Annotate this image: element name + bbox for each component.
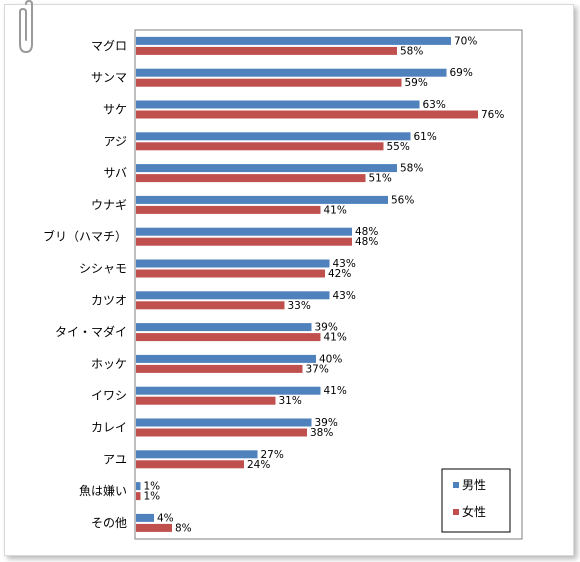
legend-label-female: 女性 [462,504,486,519]
data-label-female: 48% [355,236,378,248]
data-label-male: 40% [319,353,342,365]
data-label-male: 69% [450,67,473,79]
bar-male [136,100,420,109]
category-label: カレイ [91,421,127,435]
data-label-female: 55% [387,141,410,153]
bar-male [136,227,352,236]
data-label-female: 42% [328,268,351,280]
data-label-male: 63% [423,99,446,111]
legend-swatch-male [453,482,459,488]
data-label-male: 1% [144,481,161,493]
bar-female [136,110,478,119]
bar-male [136,291,330,300]
legend-swatch-female [453,509,459,515]
bar-female [136,301,285,310]
paperclip-icon [19,0,33,54]
category-label: アユ [103,452,127,466]
legend-label-male: 男性 [462,478,486,492]
legend: 男性 女性 [441,468,511,533]
bar-male [136,482,141,491]
category-label: サンマ [91,71,127,85]
bar-female [136,205,321,214]
data-label-female: 41% [324,332,347,344]
bar-male [136,132,411,141]
bar-female [136,142,384,151]
bar-female [136,460,244,469]
category-label: ウナギ [91,198,127,212]
bar-male [136,418,312,427]
data-label-female: 1% [144,491,161,503]
bar-female [136,523,172,532]
data-label-female: 58% [400,45,423,57]
data-label-female: 33% [288,300,311,312]
bar-female [136,269,325,278]
category-label: タイ・マダイ [55,324,127,339]
bar-female [136,428,307,437]
category-label: ブリ（ハマチ） [43,229,127,244]
data-label-female: 38% [310,427,333,439]
bar-male [136,68,447,77]
category-label: マグロ [91,39,127,53]
category-label: 魚は嫌い [79,484,127,498]
bar-female [136,174,366,183]
data-label-female: 59% [405,77,428,89]
bar-male [136,36,451,45]
bar-male [136,513,154,522]
data-label-male: 43% [333,290,356,302]
bar-female [136,396,276,405]
bar-female [136,333,321,342]
bar-male [136,450,258,459]
bar-female [136,364,303,373]
category-label: ホッケ [91,357,127,371]
bar-female [136,78,402,87]
bar-female [136,492,141,501]
category-label: アジ [103,134,127,148]
data-label-female: 31% [279,395,302,407]
category-label: その他 [91,516,127,530]
data-label-male: 43% [333,258,356,270]
data-label-female: 37% [306,363,329,375]
data-label-female: 76% [481,109,504,121]
bar-male [136,164,397,173]
bar-male [136,323,312,332]
data-label-male: 4% [157,512,174,524]
data-label-male: 41% [324,385,347,397]
data-label-male: 61% [414,131,437,143]
bar-male [136,195,388,204]
legend-box [441,468,511,533]
data-label-female: 41% [324,204,347,216]
bar-female [136,237,352,246]
data-label-male: 58% [400,163,423,175]
bar-male [136,386,321,395]
category-label: イワシ [91,389,127,403]
data-label-female: 24% [247,459,270,471]
category-label: サケ [103,103,127,117]
data-label-male: 39% [315,417,338,429]
data-label-male: 56% [391,194,414,206]
category-label: シシャモ [79,262,127,276]
category-label: カツオ [91,293,127,307]
bar-male [136,354,316,363]
data-label-female: 51% [369,173,392,185]
data-label-male: 48% [355,226,378,238]
data-label-male: 27% [261,449,284,461]
data-label-female: 8% [175,522,192,534]
data-label-male: 70% [454,35,477,47]
bar-female [136,46,397,55]
category-label: サバ [103,166,127,180]
data-label-male: 39% [315,322,338,334]
bar-male [136,259,330,268]
